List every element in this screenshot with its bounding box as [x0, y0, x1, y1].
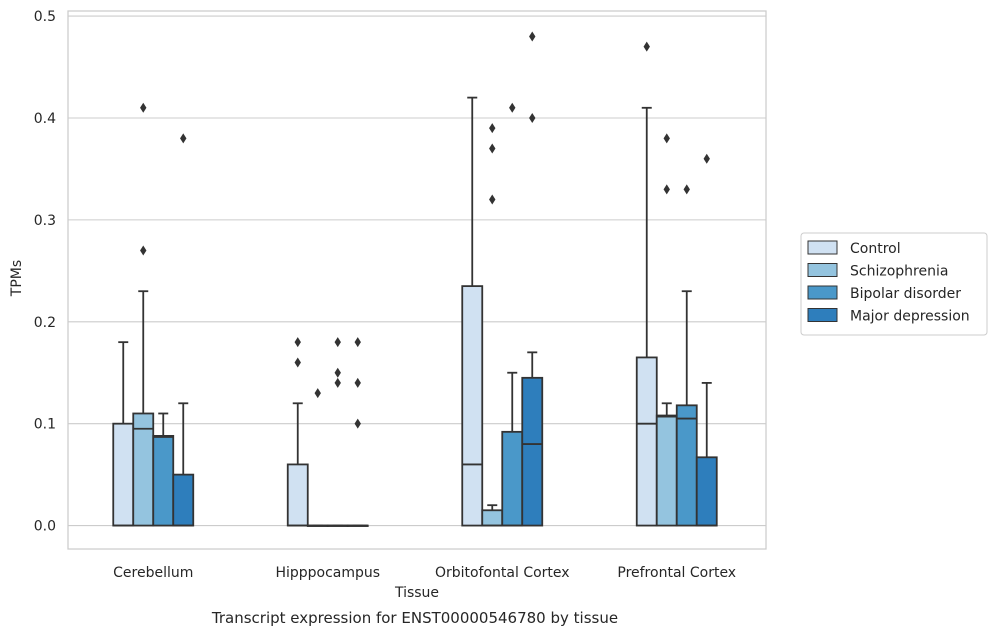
outlier-point [140, 245, 147, 256]
outlier-point [354, 337, 361, 348]
box-1-3 [655, 133, 678, 527]
box-0-3 [635, 41, 658, 527]
box-rect [501, 430, 524, 527]
box-rect [521, 376, 544, 527]
box-rect [675, 404, 698, 527]
box-2-2 [501, 102, 524, 527]
legend-label: Major depression [850, 309, 970, 325]
x-tick-labels: Cerebellum Hipppocampus Orbitofontal Corte… [113, 565, 736, 581]
outlier-point [489, 143, 496, 154]
box-0-0 [112, 341, 135, 527]
legend-swatch [807, 240, 838, 255]
x-tick-label: Hipppocampus [275, 565, 380, 581]
x-axis-label: Tissue [394, 585, 439, 601]
box-3-1 [346, 337, 369, 527]
y-tick-label: 0.0 [34, 519, 56, 535]
legend-label: Control [850, 241, 901, 257]
box-rect [172, 473, 195, 527]
outlier-point [354, 418, 361, 429]
box-rect [152, 434, 175, 527]
plot-frame [67, 10, 767, 550]
legend-swatch [807, 308, 838, 322]
outlier-point [509, 102, 516, 113]
box-1-2 [481, 123, 504, 527]
legend-swatch [807, 263, 838, 277]
box-rect [655, 414, 678, 527]
box-2-1 [326, 337, 349, 527]
chart-caption: Transcript expression for ENST0000054678… [211, 609, 618, 627]
outlier-point [334, 337, 341, 348]
legend-frame [800, 232, 988, 336]
outlier-point [140, 102, 147, 113]
box-3-0 [172, 133, 195, 527]
y-tick-label: 0.1 [34, 417, 56, 433]
outlier-point [294, 357, 301, 368]
x-tick-label: Cerebellum [113, 565, 193, 581]
outlier-point [294, 337, 301, 348]
y-tick-labels: 0.0 0.1 0.2 0.3 0.4 0.5 [34, 9, 56, 534]
outlier-point [180, 133, 187, 144]
y-axis-label: TPMs [9, 260, 25, 297]
y-tick-label: 0.4 [34, 111, 56, 127]
outlier-point [703, 153, 710, 164]
y-tick-label: 0.5 [34, 9, 56, 25]
outlier-point [663, 184, 670, 195]
box-rect [112, 422, 135, 527]
box-rect [695, 456, 718, 527]
legend-items: Control Schizophrenia Bipolar disorder Majo… [807, 240, 970, 325]
outlier-point [643, 41, 650, 52]
boxes [112, 31, 718, 527]
legend-label: Schizophrenia [850, 264, 948, 280]
outlier-point [489, 123, 496, 134]
outlier-point [529, 112, 536, 123]
box-0-2 [461, 96, 484, 527]
box-2-3 [675, 184, 698, 527]
outlier-point [683, 184, 690, 195]
box-rect [635, 356, 658, 527]
outlier-point [489, 194, 496, 205]
outlier-point [314, 388, 321, 399]
box-1-0 [132, 102, 155, 527]
box-3-3 [695, 153, 718, 527]
legend-swatch [807, 285, 838, 300]
box-rect [132, 412, 155, 527]
outlier-point [334, 367, 341, 378]
box-1-1 [306, 388, 329, 527]
y-tick-label: 0.2 [34, 315, 56, 331]
x-tick-label: Prefrontal Cortex [617, 565, 736, 581]
legend: Control Schizophrenia Bipolar disorder Majo… [800, 232, 988, 336]
outlier-point [663, 133, 670, 144]
box-3-2 [521, 31, 544, 527]
y-tick-label: 0.3 [34, 213, 56, 229]
outlier-point [354, 377, 361, 388]
outlier-point [529, 31, 536, 42]
x-tick-label: Orbitofontal Cortex [435, 565, 570, 581]
box-0-1 [286, 337, 309, 527]
box-rect [461, 285, 484, 527]
legend-label: Bipolar disorder [850, 286, 961, 302]
box-2-0 [152, 412, 175, 527]
box-rect [481, 509, 504, 527]
outlier-point [334, 377, 341, 388]
box-rect [286, 463, 309, 527]
